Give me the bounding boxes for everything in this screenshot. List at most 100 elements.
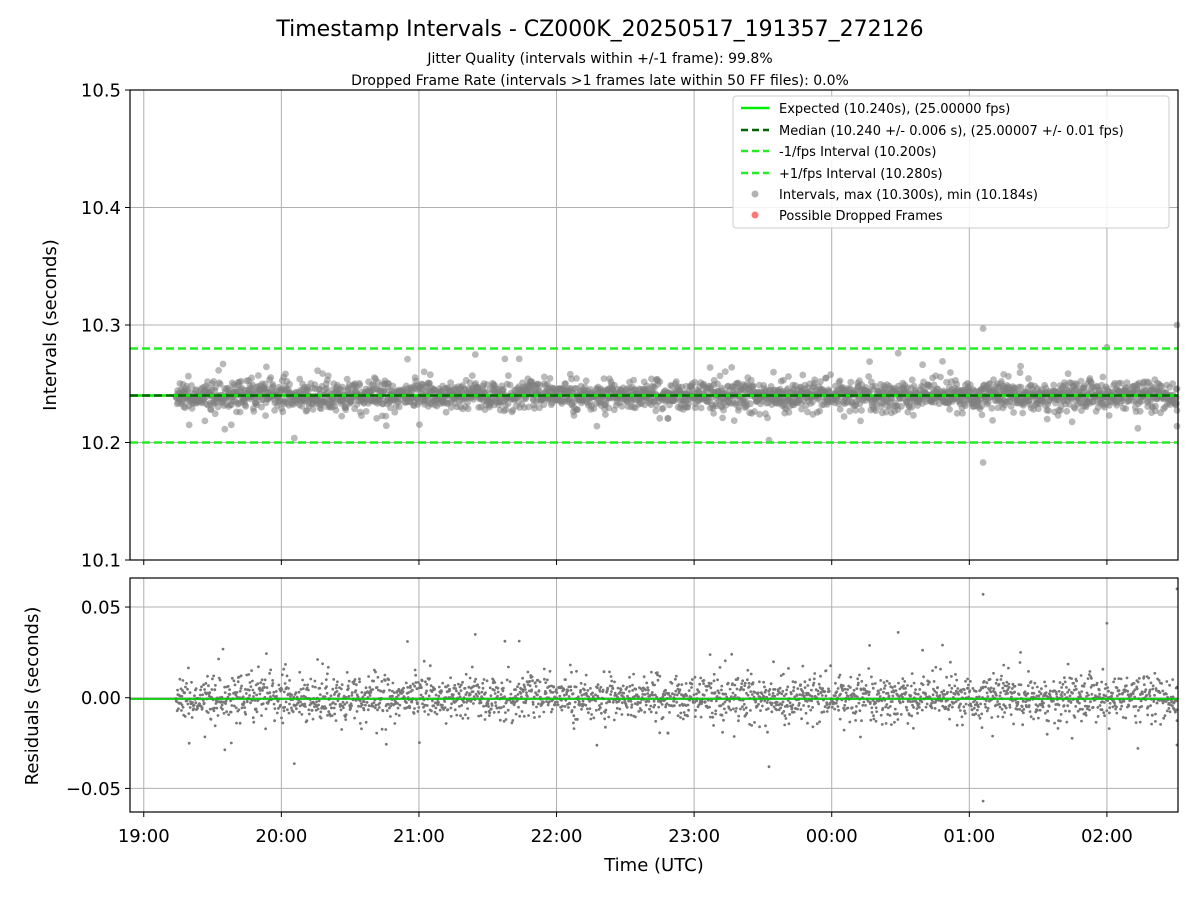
residual-point <box>1070 736 1074 740</box>
residual-point <box>526 670 530 674</box>
residual-point <box>858 709 862 713</box>
residual-point <box>263 685 266 689</box>
interval-point <box>185 372 192 380</box>
residual-point <box>315 700 318 704</box>
residual-point <box>763 699 767 703</box>
residual-point <box>827 705 831 709</box>
residual-point <box>584 673 588 677</box>
residual-point <box>606 687 610 691</box>
intervals-y-axis-label: Intervals (seconds) <box>40 239 61 411</box>
residual-point <box>325 691 329 695</box>
legend-label-dropped: Possible Dropped Frames <box>779 209 943 224</box>
residual-point <box>181 705 185 709</box>
interval-point <box>809 398 816 406</box>
residual-point <box>575 669 578 673</box>
residual-point <box>1038 708 1042 712</box>
residual-point <box>773 694 777 698</box>
residual-point <box>290 706 293 710</box>
interval-point <box>1000 371 1008 378</box>
residual-point <box>484 710 488 714</box>
residual-point <box>522 714 526 718</box>
interval-point <box>866 358 873 365</box>
residual-point <box>438 708 442 712</box>
residual-point <box>743 684 747 687</box>
residual-point <box>602 670 606 674</box>
residual-point <box>532 695 536 699</box>
residual-point <box>744 706 748 710</box>
residual-point <box>708 715 712 719</box>
residual-point <box>472 695 476 699</box>
residual-point <box>722 718 725 722</box>
residual-point <box>376 675 380 679</box>
residual-point <box>639 708 643 712</box>
residual-point <box>208 691 212 695</box>
legend: Expected (10.240s), (25.00000 fps) Media… <box>732 95 1170 229</box>
residual-point <box>177 707 180 711</box>
residual-point <box>608 700 612 704</box>
residual-point <box>376 708 379 712</box>
residual-point <box>579 681 583 685</box>
residual-point <box>209 717 213 721</box>
interval-point <box>730 417 738 424</box>
residual-point <box>694 708 697 712</box>
residual-point <box>801 691 805 695</box>
intervals-y-tick-label: 10.2 <box>81 433 121 454</box>
residual-point <box>855 687 859 690</box>
residual-point <box>234 706 238 710</box>
residual-point <box>864 684 868 687</box>
residual-point <box>441 703 444 707</box>
residual-point <box>827 687 830 691</box>
residual-point <box>599 706 602 709</box>
residual-point <box>290 693 293 697</box>
residual-point <box>632 672 635 676</box>
residual-point <box>806 721 809 725</box>
residual-point <box>303 683 306 687</box>
residual-point <box>752 695 756 699</box>
residual-point <box>749 690 753 693</box>
residual-point <box>702 682 705 685</box>
residual-point <box>228 688 232 691</box>
residual-point <box>1002 689 1006 693</box>
residual-point <box>792 689 795 693</box>
residual-point <box>287 711 291 715</box>
residual-point <box>587 695 591 699</box>
interval-point <box>721 368 729 375</box>
residual-point <box>998 705 1002 709</box>
residual-point <box>459 689 463 692</box>
interval-point <box>250 407 258 415</box>
residual-point <box>481 686 485 690</box>
residual-point <box>652 699 656 703</box>
residual-point <box>437 685 441 689</box>
residual-point <box>737 714 741 718</box>
residual-point <box>890 700 894 703</box>
residual-point <box>482 704 485 708</box>
residual-point <box>519 692 523 695</box>
interval-point <box>1035 405 1042 413</box>
residual-point <box>223 748 227 752</box>
residual-point <box>265 686 269 689</box>
residual-point <box>986 706 990 710</box>
residual-point <box>305 719 309 723</box>
residual-point <box>270 684 274 688</box>
residual-point <box>764 688 768 692</box>
residual-point <box>983 702 987 706</box>
residual-point <box>553 703 557 707</box>
interval-point <box>574 406 581 413</box>
residual-point <box>327 710 331 713</box>
residual-point <box>758 680 761 684</box>
residual-point <box>670 682 674 685</box>
residual-point <box>716 678 719 682</box>
residual-point <box>769 682 773 686</box>
residual-point <box>1033 681 1037 685</box>
interval-point <box>865 373 873 380</box>
residual-point <box>416 710 420 713</box>
residual-point <box>186 687 189 691</box>
residual-point <box>747 681 751 685</box>
residual-point <box>698 682 702 686</box>
residual-point <box>1063 680 1067 684</box>
chart-subtitle-dropped: Dropped Frame Rate (intervals >1 frames … <box>351 73 849 89</box>
residual-point <box>364 686 368 690</box>
residual-point <box>187 666 190 670</box>
residual-point <box>371 688 375 691</box>
residual-point <box>223 685 227 689</box>
